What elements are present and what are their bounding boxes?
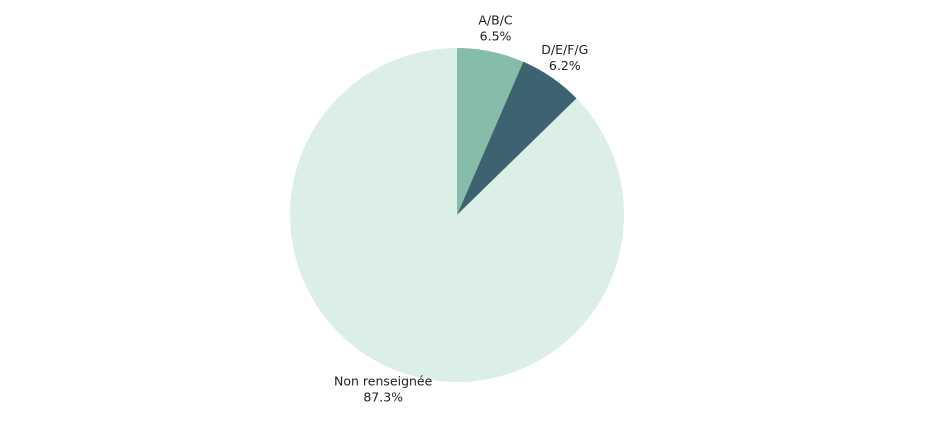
slice-label: A/B/C <box>478 12 513 27</box>
pie-slice <box>290 48 624 382</box>
slice-label: D/E/F/G <box>541 42 588 57</box>
slice-value-label: 6.5% <box>480 28 512 43</box>
pie-slice <box>457 61 577 215</box>
slice-value-label: 87.3% <box>363 390 403 405</box>
slice-value-label: 6.2% <box>549 58 581 73</box>
pie-slice <box>457 48 524 215</box>
slice-label: Non renseignée <box>334 374 433 389</box>
